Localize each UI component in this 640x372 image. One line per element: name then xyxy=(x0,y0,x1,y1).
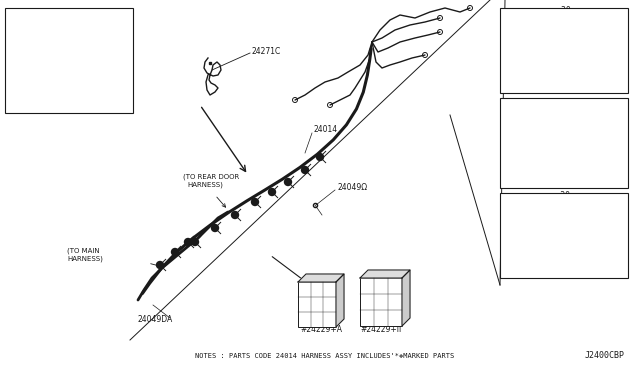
Text: HARNESS): HARNESS) xyxy=(187,181,223,187)
Text: 24271CA: 24271CA xyxy=(545,176,583,185)
Circle shape xyxy=(191,238,198,246)
Text: 50: 50 xyxy=(89,38,99,47)
Circle shape xyxy=(252,199,259,205)
Polygon shape xyxy=(360,270,410,278)
Circle shape xyxy=(301,167,308,173)
Polygon shape xyxy=(298,274,344,282)
Bar xyxy=(5,8,133,113)
Text: 120: 120 xyxy=(539,107,553,116)
Text: ς20: ς20 xyxy=(557,191,571,200)
Circle shape xyxy=(317,154,323,160)
Circle shape xyxy=(232,212,239,218)
Circle shape xyxy=(211,224,218,231)
Text: 24271C: 24271C xyxy=(252,48,281,57)
Text: HARNESS): HARNESS) xyxy=(67,256,103,263)
Text: 24049DA: 24049DA xyxy=(138,315,173,324)
Text: J2400CBP: J2400CBP xyxy=(585,352,625,360)
Text: (TO MAIN: (TO MAIN xyxy=(67,248,100,254)
Bar xyxy=(500,193,628,278)
Circle shape xyxy=(157,262,163,269)
Text: 24049Ω: 24049Ω xyxy=(337,183,367,192)
Text: 24269C: 24269C xyxy=(548,80,580,90)
Bar xyxy=(298,282,336,327)
Polygon shape xyxy=(336,274,344,327)
Text: 24279P: 24279P xyxy=(51,100,83,109)
Text: #24229+A: #24229+A xyxy=(300,325,342,334)
Bar xyxy=(360,278,402,326)
Text: 100: 100 xyxy=(31,38,45,47)
Circle shape xyxy=(172,248,179,256)
Bar xyxy=(500,98,628,188)
Text: φ30: φ30 xyxy=(557,6,572,15)
Circle shape xyxy=(184,238,191,246)
Text: 24014: 24014 xyxy=(314,125,338,135)
Polygon shape xyxy=(402,270,410,326)
Circle shape xyxy=(269,189,275,196)
Text: NOTES : PARTS CODE 24014 HARNESS ASSY INCLUDES'*❖MARKED PARTS: NOTES : PARTS CODE 24014 HARNESS ASSY IN… xyxy=(195,353,454,359)
Text: (TO REAR DOOR: (TO REAR DOOR xyxy=(183,173,239,180)
Bar xyxy=(500,8,628,93)
Text: B0B40X: B0B40X xyxy=(547,266,580,275)
Text: 80: 80 xyxy=(581,111,591,120)
Circle shape xyxy=(285,179,291,186)
Text: #24229+II: #24229+II xyxy=(360,325,401,334)
